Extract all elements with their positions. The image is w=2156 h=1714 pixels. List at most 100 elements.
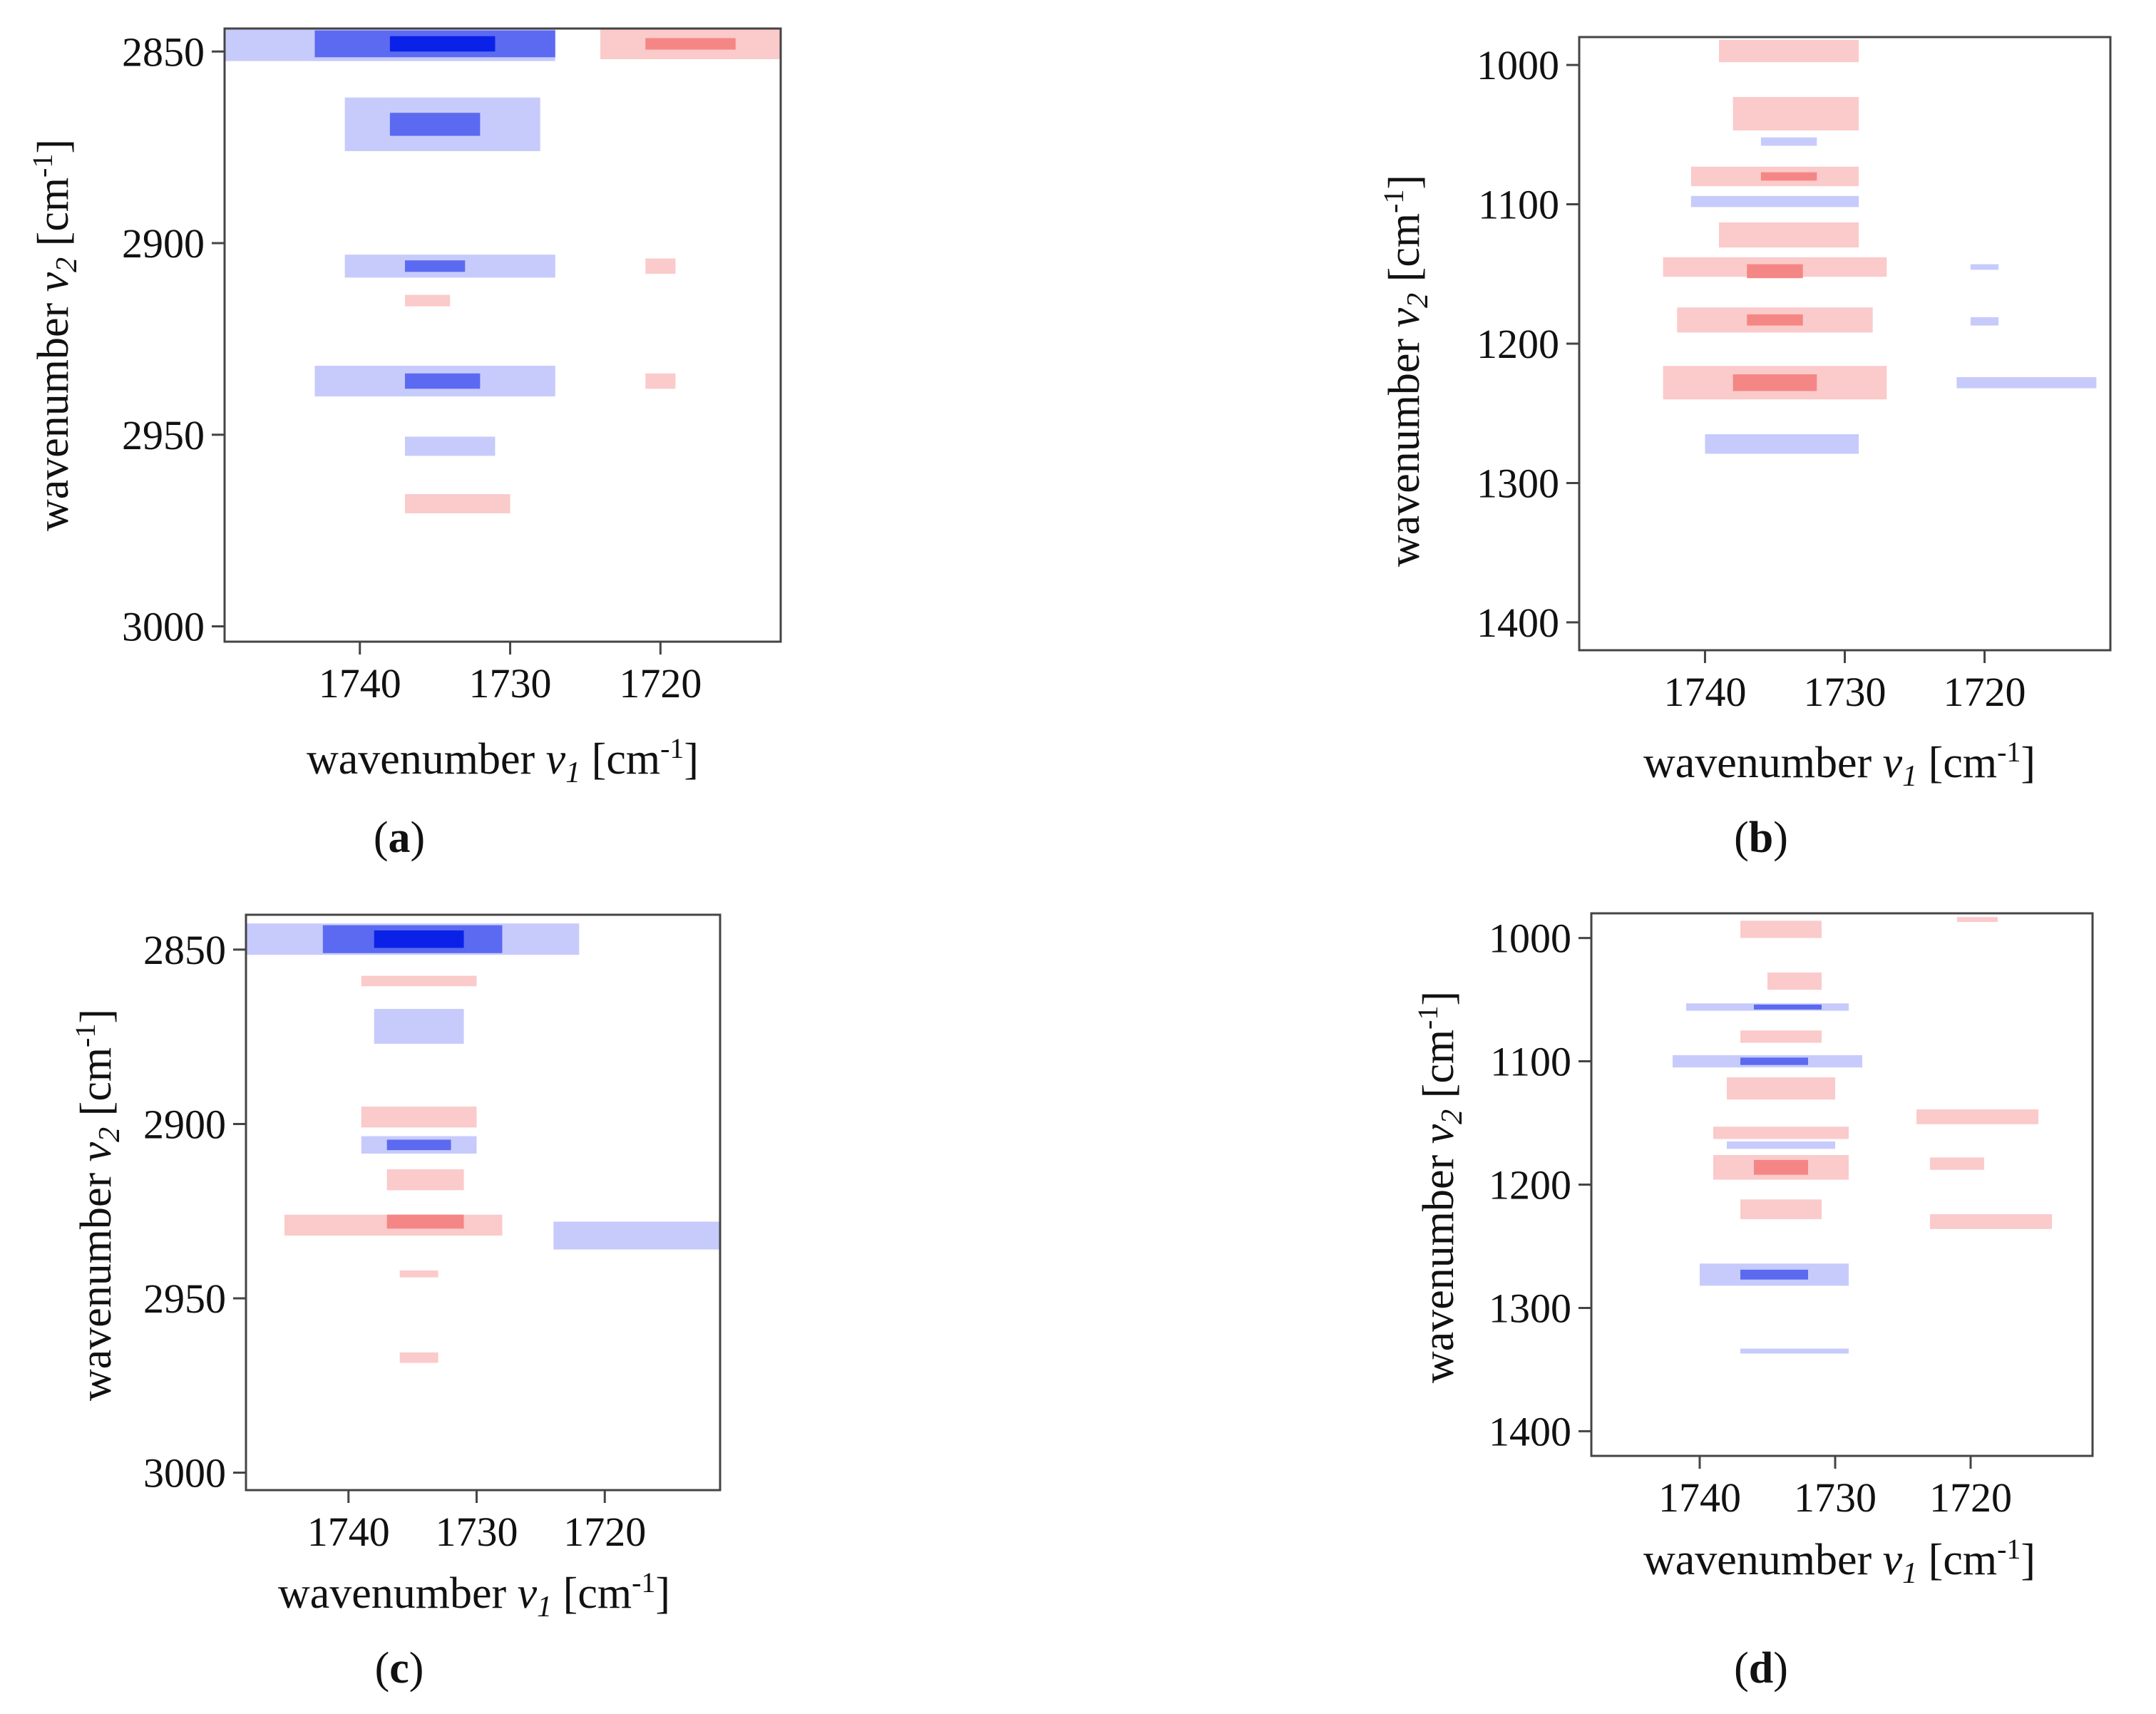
panel-d-feature-negative <box>1740 1348 1849 1354</box>
panel-c-feature-positive <box>361 1107 477 1128</box>
panel-c-frame <box>245 913 722 1492</box>
panel-c-x-tick-label: 1740 <box>307 1509 390 1555</box>
panel-a-frame <box>223 27 782 643</box>
panel-a-y-axis-label: wavenumber v2 [cm-1] <box>26 139 83 531</box>
panel-b-x-axis-label: wavenumber v1 [cm-1] <box>1643 736 2036 793</box>
panel-a-y-tick-label: 2850 <box>122 29 205 75</box>
panel-a-feature-negative <box>404 373 481 389</box>
panel-b-y-tick-label: 1000 <box>1477 42 1559 88</box>
panel-d-feature-negative <box>1754 1004 1822 1010</box>
panel-b-feature-positive <box>1732 374 1817 391</box>
panel-b-label: (b) <box>1734 814 1788 862</box>
panel-b-feature-negative <box>1970 317 1999 326</box>
panel-d-y-tick-label: 1300 <box>1489 1285 1571 1331</box>
panel-d-y-ticks: 1000 1100 1200 1300 1400 <box>1489 915 1591 1454</box>
panel-c-feature-negative <box>374 930 464 948</box>
panel-c-features <box>246 923 720 1363</box>
panel-b-feature-positive <box>1747 314 1803 326</box>
panel-d-feature-positive <box>1957 917 1998 923</box>
panel-c-y-tick-label: 2850 <box>143 927 226 973</box>
panel-b-x-tick-label: 1740 <box>1663 669 1746 715</box>
panel-b-feature-positive <box>1719 222 1859 248</box>
panel-c-feature-positive <box>399 1352 438 1363</box>
panel-a-features <box>225 29 781 513</box>
panel-c-feature-positive <box>386 1214 464 1229</box>
panel-b-feature-positive <box>1732 97 1859 130</box>
panel-b-y-tick-label: 1200 <box>1477 321 1559 367</box>
panel-d-feature-positive <box>1740 920 1822 938</box>
panel-b-x-tick-label: 1730 <box>1804 669 1886 715</box>
panel-d-x-axis-label: wavenumber v1 [cm-1] <box>1643 1533 2036 1590</box>
panel-d-x-tick-label: 1740 <box>1658 1474 1741 1521</box>
panel-d-feature-negative <box>1727 1141 1835 1149</box>
panel-a-x-tick-label: 1720 <box>619 660 702 707</box>
panel-d-x-tick-label: 1730 <box>1794 1474 1877 1521</box>
panel-d-feature-positive <box>1740 1199 1822 1219</box>
panel-b-x-ticks: 1740 1730 1720 <box>1663 650 2026 715</box>
panel-c-x-tick-label: 1720 <box>563 1509 646 1555</box>
panel-c-x-axis-label: wavenumber v1 [cm-1] <box>278 1566 670 1623</box>
panel-d-feature-positive <box>1754 1159 1808 1175</box>
panel-d-feature-positive <box>1916 1109 2038 1124</box>
panel-d: 1740 1730 1720 1000 1100 1200 1300 1400 wavenu… <box>1412 912 2094 1693</box>
panel-c-feature-positive <box>399 1270 438 1278</box>
panel-a-label: (a) <box>374 814 425 862</box>
panel-b-feature-negative <box>1690 195 1859 207</box>
panel-d-x-ticks: 1740 1730 1720 <box>1658 1456 2012 1521</box>
panel-b-y-tick-label: 1400 <box>1477 600 1559 646</box>
panel-b-feature-negative <box>1956 376 2097 389</box>
panel-b-x-tick-label: 1720 <box>1944 669 2026 715</box>
panel-b: 1740 1730 1720 1000 1100 1200 1300 1400 wavenu… <box>1377 36 2112 862</box>
panel-c-y-tick-label: 2900 <box>143 1101 226 1147</box>
panel-a-x-ticks: 1740 1730 1720 <box>319 642 702 707</box>
panel-c-y-tick-label: 2950 <box>143 1276 226 1322</box>
panel-d-frame <box>1590 912 2094 1457</box>
panel-d-feature-positive <box>1727 1077 1835 1100</box>
panel-b-features <box>1663 39 2097 454</box>
panel-a-y-tick-label: 2950 <box>122 412 205 458</box>
panel-d-y-tick-label: 1400 <box>1489 1408 1571 1454</box>
panel-c-x-ticks: 1740 1730 1720 <box>307 1490 646 1555</box>
panel-a-feature-positive <box>645 258 676 274</box>
panel-d-x-tick-label: 1720 <box>1929 1474 2012 1521</box>
panel-b-y-ticks: 1000 1100 1200 1300 1400 <box>1477 42 1579 646</box>
panel-a-feature-positive <box>645 38 736 50</box>
panel-c-feature-negative <box>386 1139 451 1151</box>
panel-d-y-tick-label: 1200 <box>1489 1162 1571 1208</box>
panel-d-y-axis-label: wavenumber v2 [cm-1] <box>1412 991 1469 1383</box>
panel-d-y-tick-label: 1100 <box>1490 1039 1571 1085</box>
panel-b-y-tick-label: 1100 <box>1478 182 1559 228</box>
panel-d-feature-positive <box>1930 1214 2052 1229</box>
panel-a-y-tick-label: 3000 <box>122 604 205 650</box>
panel-d-feature-positive <box>1930 1157 1984 1170</box>
panel-c-feature-negative <box>553 1221 720 1250</box>
panel-d-feature-negative <box>1740 1057 1808 1065</box>
panel-a-feature-negative <box>404 436 496 456</box>
panel-c-y-ticks: 2850 2900 2950 3000 <box>143 927 246 1497</box>
panel-c-feature-positive <box>386 1169 464 1191</box>
panel-b-y-tick-label: 1300 <box>1477 460 1559 506</box>
panel-a-x-tick-label: 1740 <box>319 660 401 707</box>
panel-d-y-tick-label: 1000 <box>1489 915 1571 962</box>
panel-d-feature-positive <box>1767 973 1822 990</box>
panel-b-feature-positive <box>1719 39 1859 63</box>
panel-c-x-tick-label: 1730 <box>436 1509 518 1555</box>
panel-d-label: (d) <box>1734 1644 1788 1693</box>
panel-c: 1740 1730 1720 2850 2900 2950 3000 wavenumber… <box>69 913 722 1693</box>
panel-b-y-axis-label: wavenumber v2 [cm-1] <box>1377 175 1434 567</box>
panel-b-feature-negative <box>1970 264 1999 270</box>
panel-c-y-tick-label: 3000 <box>143 1450 226 1497</box>
panel-a: 1740 1730 1720 2850 2900 2950 3000 wavenumber… <box>26 27 782 862</box>
panel-c-label: (c) <box>375 1644 424 1693</box>
panel-a-y-ticks: 2850 2900 2950 3000 <box>122 29 225 650</box>
panel-a-feature-positive <box>404 294 451 307</box>
panel-a-x-tick-label: 1730 <box>469 660 552 707</box>
panel-a-feature-negative <box>389 113 481 136</box>
panel-d-feature-negative <box>1740 1269 1808 1280</box>
panel-a-feature-positive <box>404 494 510 513</box>
panel-d-features <box>1673 917 2052 1354</box>
panel-a-feature-positive <box>645 373 676 389</box>
panel-a-feature-negative <box>404 260 466 272</box>
panel-a-y-tick-label: 2900 <box>122 220 205 267</box>
